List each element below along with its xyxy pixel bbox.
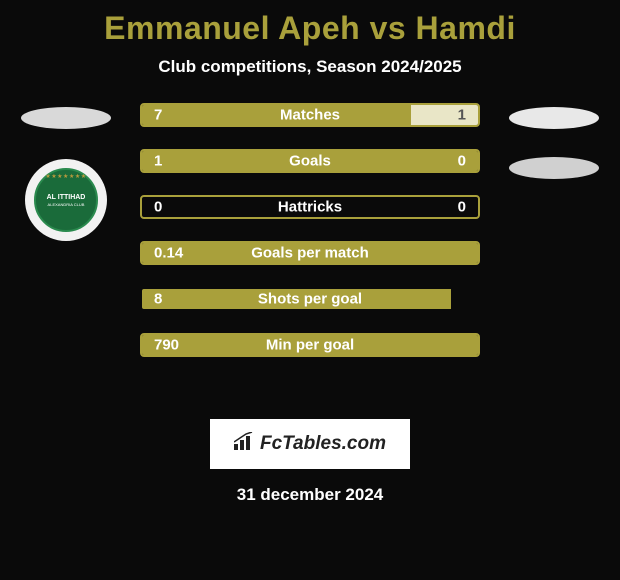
- page-title: Emmanuel Apeh vs Hamdi: [10, 10, 610, 47]
- stat-left-value: 8: [154, 291, 162, 308]
- main-area: ★★★★★★★ AL ITTIHAD ALEXANDRIA CLUB Match…: [10, 103, 610, 403]
- stat-left-value: 0.14: [154, 245, 183, 262]
- stat-bars: Matches 7 1 Goals 1 0 Hattricks 0 0 Goals per mat…: [140, 103, 480, 357]
- bar-right-segment: [451, 289, 478, 309]
- stat-row: Goals per match 0.14: [140, 241, 480, 265]
- stat-row: Matches 7 1: [140, 103, 480, 127]
- stat-row: Goals 1 0: [140, 149, 480, 173]
- left-player-col: ★★★★★★★ AL ITTIHAD ALEXANDRIA CLUB: [16, 103, 116, 241]
- stat-left-value: 7: [154, 107, 162, 124]
- badge-stars: ★★★★★★★: [45, 173, 86, 180]
- logo-text: FcTables.com: [234, 432, 386, 456]
- badge-sub: ALEXANDRIA CLUB: [48, 202, 85, 207]
- player-ellipse-right-1: [509, 107, 599, 129]
- logo-label: FcTables.com: [260, 433, 386, 455]
- stat-label: Matches: [280, 107, 340, 124]
- logo-box: FcTables.com: [210, 419, 410, 469]
- stat-left-value: 790: [154, 337, 179, 354]
- badge-name: AL ITTIHAD: [47, 194, 86, 201]
- chart-icon: [234, 432, 256, 456]
- date: 31 december 2024: [10, 485, 610, 505]
- stat-right-value: 0: [458, 199, 466, 216]
- stat-left-value: 1: [154, 153, 162, 170]
- stat-row: Shots per goal 8: [140, 287, 480, 311]
- stat-row: Min per goal 790: [140, 333, 480, 357]
- stat-label: Goals per match: [251, 245, 369, 262]
- club-badge-left: ★★★★★★★ AL ITTIHAD ALEXANDRIA CLUB: [25, 159, 107, 241]
- stat-right-value: 0: [458, 153, 466, 170]
- stat-label: Shots per goal: [258, 291, 362, 308]
- bar-left-segment: [142, 105, 411, 125]
- bar-right-segment: [411, 105, 478, 125]
- player-ellipse-right-2: [509, 157, 599, 179]
- right-player-col: [504, 103, 604, 179]
- stat-label: Goals: [289, 153, 331, 170]
- stat-right-value: 1: [458, 107, 466, 124]
- club-badge-inner: ★★★★★★★ AL ITTIHAD ALEXANDRIA CLUB: [34, 168, 98, 232]
- stat-left-value: 0: [154, 199, 162, 216]
- stat-label: Min per goal: [266, 337, 354, 354]
- stat-row: Hattricks 0 0: [140, 195, 480, 219]
- comparison-widget: Emmanuel Apeh vs Hamdi Club competitions…: [0, 0, 620, 513]
- subtitle: Club competitions, Season 2024/2025: [10, 57, 610, 77]
- stat-label: Hattricks: [278, 199, 342, 216]
- player-ellipse-left: [21, 107, 111, 129]
